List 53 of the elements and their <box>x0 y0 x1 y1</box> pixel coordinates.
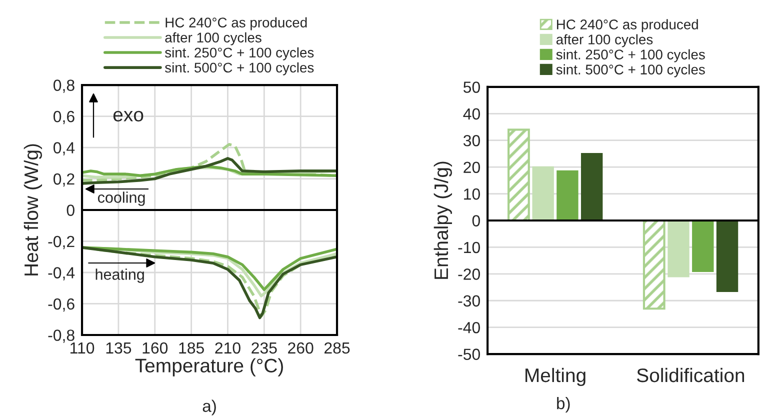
x-tick-label: 185 <box>179 342 204 354</box>
y-tick-label: 0,2 <box>54 173 74 187</box>
y-tick-label: -0,4 <box>48 267 75 280</box>
bar <box>532 166 554 222</box>
legend-label: sint. 500°C + 100 cycles <box>165 62 314 76</box>
y-tick-label: -0,2 <box>48 236 74 250</box>
bar <box>692 220 714 272</box>
x-tick-label: 135 <box>106 342 132 354</box>
y-tick-label: 0,6 <box>54 110 74 124</box>
y-tick-label: -0,6 <box>48 298 74 312</box>
y-axis-title: Heat flow (W/g) <box>24 144 42 276</box>
bar <box>668 220 690 278</box>
line-series <box>82 157 338 185</box>
bar <box>716 220 738 292</box>
x-axis-title: Temperature (°C) <box>135 358 283 376</box>
legend-label: HC 240°C as produced <box>166 17 307 30</box>
y-tick-label: 0 <box>66 204 74 216</box>
x-tick-label: 210 <box>215 342 240 354</box>
y-axis-title: Enthalpy (J/g) <box>434 162 452 279</box>
legend-label: HC 240°C as produced <box>557 19 698 32</box>
legend-label: sint. 250°C + 100 cycles <box>165 47 314 60</box>
y-tick-label: -30 <box>458 295 480 307</box>
y-tick-label: 0,8 <box>54 80 74 93</box>
y-tick-label: -40 <box>458 322 480 334</box>
y-tick-label: 30 <box>463 135 480 146</box>
y-tick-label: -20 <box>458 268 480 280</box>
bar <box>556 170 578 222</box>
y-tick-label: -10 <box>458 242 480 254</box>
text: a) <box>202 400 216 416</box>
annotation: cooling <box>98 192 145 206</box>
x-tick-label: 110 <box>70 342 94 354</box>
y-tick-label: 40 <box>463 108 480 120</box>
y-tick-label: 0,4 <box>54 142 75 156</box>
y-tick-label: -0,8 <box>48 330 74 343</box>
legend-label: sint. 250°C + 100 cycles <box>556 49 705 62</box>
x-tick-label: 160 <box>142 342 168 354</box>
x-tick-label: Solidification <box>637 368 744 382</box>
annotation: exo <box>113 110 144 122</box>
text: b) <box>557 397 570 413</box>
y-tick-label: 10 <box>464 188 480 200</box>
x-tick-label: 285 <box>324 342 350 354</box>
legend-label: after 100 cycles <box>165 32 262 46</box>
bar <box>580 153 603 222</box>
y-tick-label: 50 <box>463 82 480 93</box>
annotation: heating <box>96 268 144 283</box>
legend-label: sint. 500°C + 100 cycles <box>556 64 705 78</box>
x-tick-label: Melting <box>526 368 586 386</box>
legend-label: after 100 cycles <box>556 34 653 48</box>
x-tick-label: 235 <box>252 342 277 354</box>
y-tick-label: -50 <box>458 348 480 360</box>
y-tick-label: 0 <box>472 215 480 226</box>
x-tick-label: 260 <box>288 342 314 354</box>
y-tick-label: 20 <box>464 162 480 174</box>
